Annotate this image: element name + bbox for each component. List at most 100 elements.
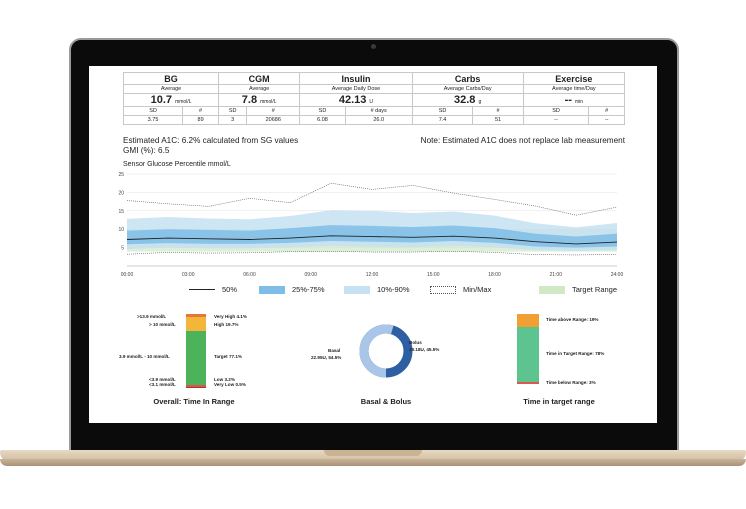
x-tick-label: 12:00 [366,272,379,278]
y-tick-label: 25 [118,172,124,178]
avg-value: 10.7 mmol/L [122,93,220,107]
chart-legend: 50% 25%-75% 10%-90% Min/Max Target Range [189,285,639,295]
legend-label: 10%-90% [377,285,410,294]
basal-label: Basal [328,348,341,353]
target-segment [517,327,539,382]
legend-label: Target Range [572,285,618,294]
sub-header: SD [218,106,248,116]
x-tick-label: 21:00 [549,272,562,278]
a1c-summary: Estimated A1C: 6.2% calculated from SG v… [123,136,298,156]
x-tick-label: 03:00 [182,272,195,278]
legend-item-p50: 50% [189,285,237,294]
range-right-label: Very Low 0.5% [214,382,246,387]
target-label: Time in Target Range: 78% [546,351,605,356]
range-right-label: Very High 4.1% [214,314,247,319]
bolus-value: 19.18U, 45.5% [409,347,440,352]
range-left-label: <3.1 mmol/L [149,382,176,387]
avg-label: Average time/Day [522,84,626,94]
avg-label: Average Daily Dose [299,84,413,94]
avg-value: 42.13 U [299,93,413,107]
sub-header: # days [344,106,413,116]
sub-header: # [588,106,625,116]
x-tick-label: 00:00 [121,272,134,278]
sub-value: -- [522,115,590,125]
sensor-chart-title: Sensor Glucose Percentile mmol/L [123,161,231,168]
line-median [126,235,618,245]
sub-header: # [246,106,301,116]
range-chart-title: Overall: Time In Range [153,397,235,406]
sub-value: -- [588,115,625,125]
target-segment [517,381,539,384]
basal-value: 22.95U, 54.5% [311,355,342,360]
sub-value: 20686 [246,115,301,125]
target-chart-title: Time in target range [523,397,595,406]
x-tick-label: 09:00 [304,272,317,278]
legend-item-p10-90: 10%-90% [344,285,410,294]
range-segment [186,316,206,331]
legend-item-target: Target Range [539,285,617,294]
avg-value: 7.8 mmol/L [218,93,301,107]
avg-label: Average Carbs/Day [411,84,524,94]
camera-icon [371,44,376,49]
lab-note: Note: Estimated A1C does not replace lab… [420,136,625,145]
line-max [126,182,618,216]
sub-header: SD [411,106,474,116]
sub-value: 6.08 [299,115,346,125]
sub-value: 3 [218,115,248,125]
percentile-chart: 5 10 15 20 25 00:00 03:00 06:00 09:00 12:00 15:00 1… [118,172,623,278]
col-title-carbs: Carbs [411,72,524,85]
range-segment [186,330,206,385]
legend-swatch-minmax [430,285,456,294]
col-title-bg: BG [122,72,220,85]
range-left-label: 3.9 mmol/L - 10 mmol/L [119,354,170,359]
legend-item-p25-75: 25%-75% [259,285,325,294]
legend-label: 50% [222,285,238,294]
y-tick-label: 20 [118,190,124,196]
x-tick-label: 18:00 [488,272,501,278]
col-title-cgm: CGM [218,72,301,85]
x-tick-label: 06:00 [243,272,256,278]
sub-header: # [182,106,220,116]
legend-swatch-p50 [189,289,215,290]
range-right-label: Target 77.1% [214,354,242,359]
target-label: Time below Range: 3% [546,380,596,385]
gmi-line: GMI (%): 6.5 [123,146,170,155]
report-screen: BG CGM Insulin Carbs Exercise Average Av… [89,66,657,423]
col-title-exercise: Exercise [522,72,626,85]
laptop-base-lip [0,459,746,466]
range-stack [186,314,206,388]
legend-swatch-p10-90 [344,285,370,294]
range-left-label: >13.9 mmol/L [137,314,167,319]
sub-header: SD [522,106,590,116]
col-title-insulin: Insulin [299,72,413,85]
target-stack [517,314,539,384]
y-tick-label: 5 [121,246,124,252]
avg-label: Average [122,84,220,94]
line-min [126,250,618,256]
sub-value: 51 [472,115,524,125]
sub-header: SD [122,106,184,116]
range-left-label: > 10 mmol/L [149,322,176,327]
bolus-label: Bolus [409,340,422,345]
x-tick-label: 15:00 [427,272,440,278]
target-segment [517,314,539,328]
target-label: Time above Range: 19% [546,317,599,322]
sub-header: SD [299,106,346,116]
sub-value: 26.0 [344,115,413,125]
avg-value: -- min [522,93,626,107]
donut-chart [359,324,413,378]
a1c-line: Estimated A1C: 6.2% calculated from SG v… [123,136,299,145]
legend-label: 25%-75% [292,285,325,294]
legend-swatch-target [539,285,565,294]
donut-basal-slice [359,324,413,378]
sub-value: 3.75 [122,115,184,125]
range-right-label: Low 3.2% [214,377,235,382]
range-left-label: <3.9 mmol/L [149,377,176,382]
laptop-notch [324,450,422,456]
sub-value: 7.4 [411,115,474,125]
range-segment [186,386,206,388]
legend-label: Min/Max [463,285,492,294]
sub-header: # [472,106,524,116]
y-tick-label: 10 [118,227,124,233]
